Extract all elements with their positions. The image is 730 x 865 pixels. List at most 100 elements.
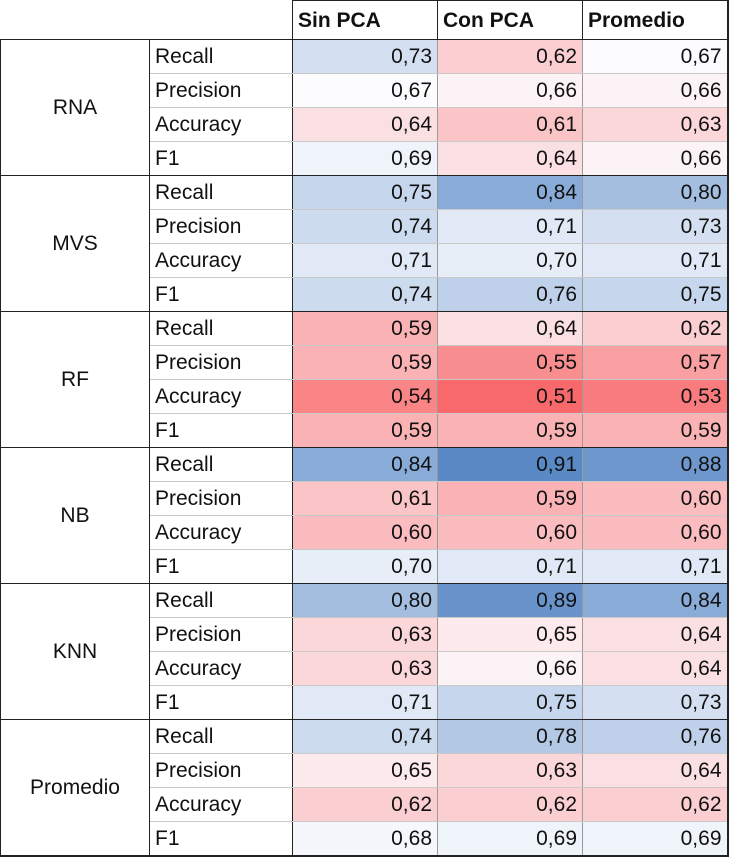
- value-cell: 0,80: [292, 583, 438, 618]
- table-row: F1 0,69 0,64 0,66: [1, 141, 729, 176]
- value-cell: 0,59: [292, 345, 438, 380]
- table-row: F1 0,70 0,71 0,71: [1, 549, 729, 584]
- value-cell: 0,74: [292, 719, 438, 754]
- value-cell: 0,84: [292, 447, 438, 482]
- value-cell: 0,84: [437, 175, 583, 210]
- metric-label: F1: [149, 685, 293, 720]
- value-cell: 0,59: [582, 413, 729, 448]
- value-cell: 0,66: [582, 141, 729, 176]
- metric-label: Accuracy: [149, 107, 293, 142]
- value-cell: 0,75: [437, 685, 583, 720]
- value-cell: 0,62: [437, 39, 583, 74]
- value-cell: 0,71: [437, 209, 583, 244]
- metric-label: F1: [149, 821, 293, 857]
- metric-label: Accuracy: [149, 787, 293, 822]
- header-row: Sin PCA Con PCA Promedio: [1, 0, 729, 40]
- table-row: KNN Recall 0,80 0,89 0,84: [0, 583, 729, 720]
- table-row: Precision 0,67 0,66 0,66: [1, 73, 729, 108]
- column-header: Con PCA: [437, 0, 583, 40]
- value-cell: 0,75: [292, 175, 438, 210]
- value-cell: 0,69: [437, 821, 583, 857]
- table-row: NB Recall 0,84 0,91 0,88: [0, 447, 729, 584]
- value-cell: 0,61: [292, 481, 438, 516]
- value-cell: 0,73: [582, 685, 729, 720]
- table-row: Precision 0,61 0,59 0,60: [1, 481, 729, 516]
- value-cell: 0,53: [582, 379, 729, 414]
- corner-blank: [1, 1, 150, 40]
- value-cell: 0,71: [292, 243, 438, 278]
- value-cell: 0,65: [437, 617, 583, 652]
- value-cell: 0,59: [292, 413, 438, 448]
- value-cell: 0,62: [582, 311, 729, 346]
- metric-label: Precision: [149, 617, 293, 652]
- value-cell: 0,60: [292, 515, 438, 550]
- value-cell: 0,78: [437, 719, 583, 754]
- metric-label: Precision: [149, 209, 293, 244]
- value-cell: 0,64: [582, 617, 729, 652]
- value-cell: 0,88: [582, 447, 729, 482]
- value-cell: 0,62: [292, 787, 438, 822]
- value-cell: 0,63: [292, 651, 438, 686]
- value-cell: 0,60: [437, 515, 583, 550]
- value-cell: 0,71: [582, 243, 729, 278]
- value-cell: 0,69: [292, 141, 438, 176]
- value-cell: 0,61: [437, 107, 583, 142]
- value-cell: 0,69: [582, 821, 729, 857]
- table-row: Accuracy 0,60 0,60 0,60: [1, 515, 729, 550]
- table-row: MVS Recall 0,75 0,84 0,80: [0, 175, 729, 312]
- table-row: Precision 0,74 0,71 0,73: [1, 209, 729, 244]
- value-cell: 0,64: [292, 107, 438, 142]
- value-cell: 0,73: [582, 209, 729, 244]
- value-cell: 0,71: [292, 685, 438, 720]
- value-cell: 0,51: [437, 379, 583, 414]
- table-row: RF Recall 0,59 0,64 0,62: [0, 311, 729, 448]
- column-header: Sin PCA: [292, 0, 438, 40]
- metric-label: F1: [149, 141, 293, 176]
- metric-label: Precision: [149, 73, 293, 108]
- model-label: KNN: [0, 583, 150, 720]
- model-label: MVS: [0, 175, 150, 312]
- value-cell: 0,64: [582, 753, 729, 788]
- metric-label: Accuracy: [149, 515, 293, 550]
- metric-label: Recall: [149, 583, 293, 618]
- value-cell: 0,60: [582, 481, 729, 516]
- value-cell: 0,60: [582, 515, 729, 550]
- model-label: Promedio: [0, 719, 150, 857]
- value-cell: 0,71: [437, 549, 583, 584]
- value-cell: 0,74: [292, 277, 438, 312]
- table-row: Precision 0,59 0,55 0,57: [1, 345, 729, 380]
- table-row: Accuracy 0,63 0,66 0,64: [1, 651, 729, 686]
- value-cell: 0,59: [437, 413, 583, 448]
- metric-label: Recall: [149, 39, 293, 74]
- value-cell: 0,64: [437, 311, 583, 346]
- value-cell: 0,70: [292, 549, 438, 584]
- value-cell: 0,55: [437, 345, 583, 380]
- metric-label: Precision: [149, 753, 293, 788]
- value-cell: 0,67: [292, 73, 438, 108]
- model-label: RNA: [0, 39, 150, 176]
- value-cell: 0,65: [292, 753, 438, 788]
- metric-label: F1: [149, 277, 293, 312]
- metric-label: F1: [149, 549, 293, 584]
- table-row: RNA Recall 0,73 0,62 0,67: [0, 39, 729, 176]
- metric-label: Accuracy: [149, 651, 293, 686]
- metric-label: Precision: [149, 345, 293, 380]
- table-row: Accuracy 0,71 0,70 0,71: [1, 243, 729, 278]
- value-cell: 0,89: [437, 583, 583, 618]
- value-cell: 0,68: [292, 821, 438, 857]
- value-cell: 0,54: [292, 379, 438, 414]
- value-cell: 0,80: [582, 175, 729, 210]
- value-cell: 0,66: [582, 73, 729, 108]
- metric-label: Recall: [149, 447, 293, 482]
- table-row: F1 0,68 0,69 0,69: [1, 821, 729, 857]
- value-cell: 0,64: [582, 651, 729, 686]
- value-cell: 0,57: [582, 345, 729, 380]
- value-cell: 0,59: [437, 481, 583, 516]
- value-cell: 0,63: [582, 107, 729, 142]
- table-row: Accuracy 0,64 0,61 0,63: [1, 107, 729, 142]
- table-row: Promedio Recall 0,74 0,78 0,76: [0, 719, 729, 857]
- value-cell: 0,66: [437, 651, 583, 686]
- table-row: Precision 0,65 0,63 0,64: [1, 753, 729, 788]
- value-cell: 0,71: [582, 549, 729, 584]
